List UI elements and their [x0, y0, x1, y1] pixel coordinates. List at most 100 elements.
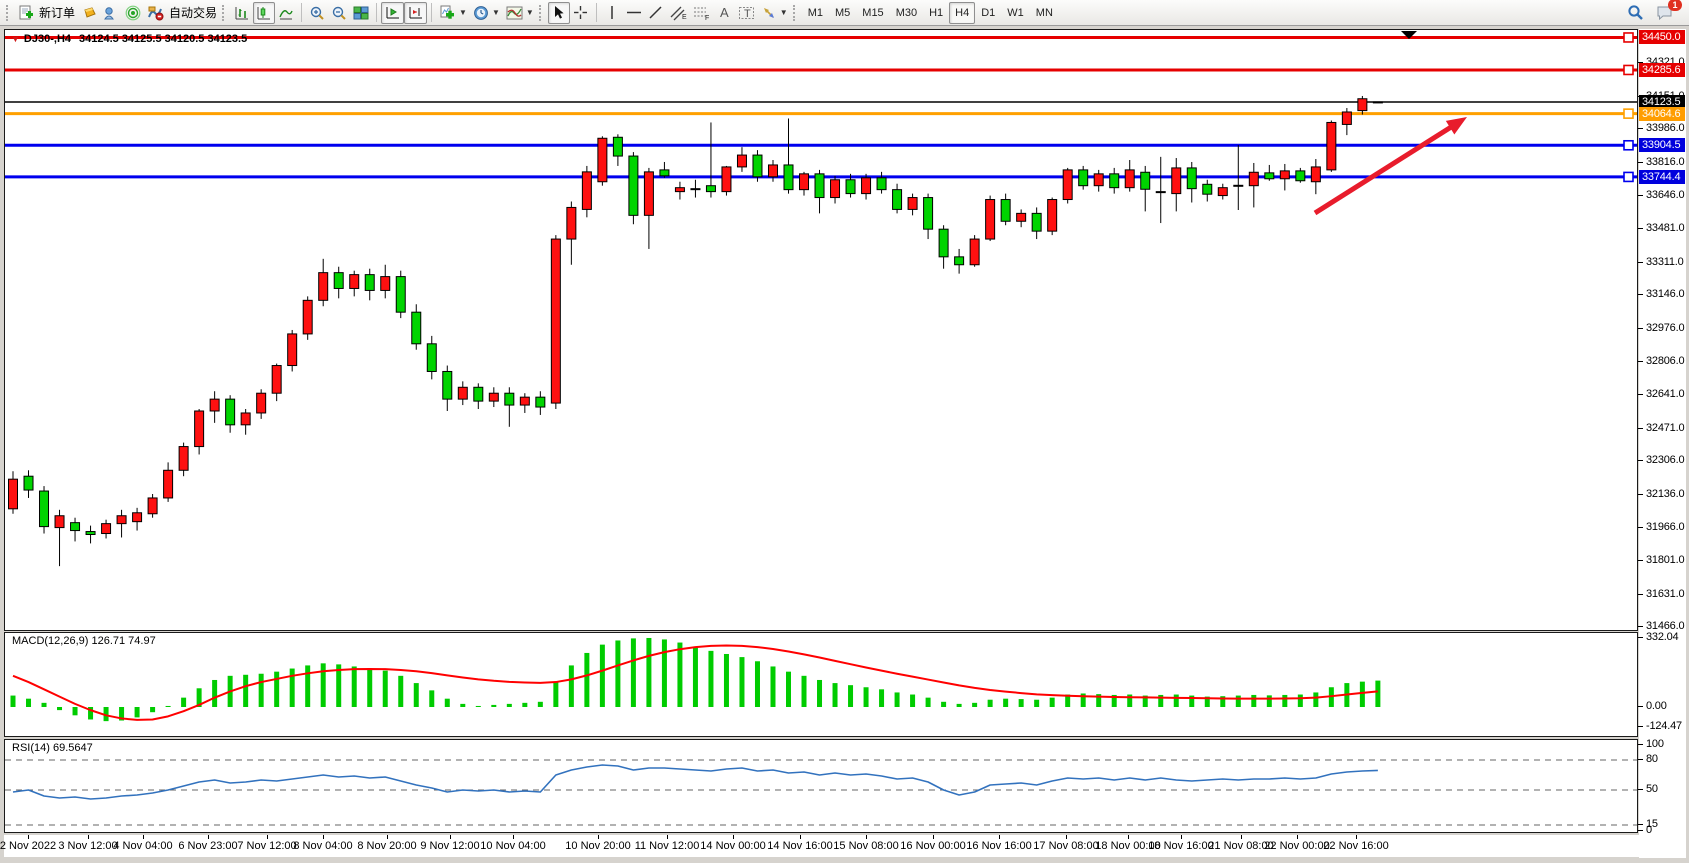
- candlestick-chart-button[interactable]: [253, 1, 276, 24]
- fibonacci-retracement-button[interactable]: F: [690, 2, 713, 24]
- toolbar-grip[interactable]: [538, 4, 544, 21]
- timeframe-H1[interactable]: H1: [929, 6, 944, 19]
- toolbar-grip[interactable]: [6, 4, 11, 21]
- timeframe-H4[interactable]: H4: [949, 1, 976, 24]
- candle: [550, 238, 561, 404]
- toolbar-grip[interactable]: [792, 4, 798, 21]
- text-label-button[interactable]: T: [735, 2, 758, 24]
- chevron-down-icon: ▼: [779, 8, 788, 17]
- macd-histogram-bar: [506, 703, 512, 707]
- search-button[interactable]: [1624, 2, 1647, 24]
- macd-histogram-bar: [413, 683, 419, 707]
- auto-trading-label: 自动交易: [169, 6, 218, 20]
- line-chart-button[interactable]: [275, 2, 297, 24]
- chart-shift-marker[interactable]: [1401, 31, 1417, 39]
- rsi-axis-label: 100: [1638, 738, 1664, 751]
- time-label: 16 Nov 16:00: [966, 840, 1032, 852]
- candle: [395, 276, 406, 313]
- line-handle[interactable]: [1623, 108, 1634, 119]
- macd-histogram-bar: [1282, 694, 1288, 707]
- macd-histogram-bar: [367, 668, 373, 707]
- line-chart-icon: [279, 9, 293, 19]
- notifications-button[interactable]: 1: [1653, 0, 1682, 24]
- line-handle[interactable]: [1623, 32, 1634, 43]
- price-tick-label: 33146.0: [1637, 288, 1685, 301]
- macd-histogram-bar: [103, 707, 109, 722]
- zoom-in-button[interactable]: [306, 2, 328, 24]
- templates-button[interactable]: ▼: [503, 2, 537, 24]
- time-tick: [208, 835, 209, 839]
- time-tick: [28, 835, 29, 839]
- timeframe-M30[interactable]: M30: [895, 6, 918, 19]
- candle: [364, 274, 375, 291]
- horizontal-line-icon: [626, 11, 641, 14]
- equidistant-channel-button[interactable]: E: [667, 2, 690, 24]
- time-tick: [143, 835, 144, 839]
- cursor-button[interactable]: [547, 1, 570, 24]
- price-badge: 33904.5: [1639, 138, 1685, 153]
- chart-shift-button[interactable]: [404, 1, 428, 24]
- macd-histogram-bar: [243, 674, 249, 707]
- candle: [318, 272, 329, 301]
- timeframe-D1[interactable]: D1: [981, 6, 996, 19]
- candle: [271, 365, 282, 394]
- trendline-button[interactable]: [645, 2, 667, 24]
- line-handle[interactable]: [1623, 139, 1634, 151]
- arrows-button[interactable]: ▼: [758, 2, 791, 24]
- macd-panel[interactable]: MACD(12,26,9) 126.71 74.97: [4, 632, 1638, 737]
- tile-windows-button[interactable]: [350, 2, 372, 24]
- macd-histogram-bar: [522, 702, 528, 707]
- time-axis[interactable]: 2 Nov 2022 3 Nov 12:00 4 Nov 04:00 6 Nov 23…: [0, 835, 1686, 857]
- trendline-icon: [649, 6, 662, 19]
- svg-text:A: A: [720, 5, 729, 20]
- time-label: 8 Nov 04:00: [293, 840, 353, 852]
- candle: [612, 136, 623, 157]
- signals-button[interactable]: [122, 2, 144, 24]
- candle: [830, 179, 841, 199]
- macd-histogram-bar: [1220, 696, 1226, 707]
- line-handle[interactable]: [1623, 171, 1634, 183]
- candle: [783, 164, 794, 191]
- timeframe-M1[interactable]: M1: [807, 6, 823, 19]
- zoom-out-button[interactable]: [328, 2, 350, 24]
- new-order-label: 新订单: [39, 6, 76, 20]
- rsi-panel[interactable]: RSI(14) 69.5647: [4, 739, 1638, 833]
- timeframe-M15[interactable]: M15: [862, 6, 884, 19]
- timeframe-M5[interactable]: M5: [835, 6, 851, 19]
- time-tick: [598, 835, 599, 839]
- toolbar-grip[interactable]: [222, 4, 227, 21]
- chevron-down-icon: ▼: [525, 8, 534, 17]
- macd-histogram-bar: [879, 689, 885, 707]
- mql5-community-button[interactable]: [100, 2, 122, 24]
- candle: [116, 515, 127, 525]
- search-icon: [1628, 5, 1643, 20]
- timeframe-W1[interactable]: W1: [1007, 6, 1024, 19]
- time-label: 14 Nov 00:00: [700, 840, 766, 852]
- trend-arrow-head[interactable]: [1445, 117, 1467, 135]
- crosshair-button[interactable]: [570, 2, 592, 24]
- vertical-line-button[interactable]: [601, 2, 623, 24]
- price-chart-panel[interactable]: ▼ DJ30-,H4 34124.5 34125.5 34120.5 34123…: [4, 29, 1638, 631]
- time-label: 7 Nov 12:00: [237, 840, 297, 852]
- new-order-button[interactable]: 新订单: [15, 2, 78, 24]
- trend-arrow[interactable]: [1313, 122, 1457, 216]
- price-chart-canvas[interactable]: [5, 30, 1637, 630]
- auto-trading-button[interactable]: 自动交易: [144, 2, 220, 24]
- timeframe-MN[interactable]: MN: [1035, 6, 1053, 19]
- macd-histogram-bar: [491, 704, 497, 707]
- macd-histogram-bar: [786, 671, 791, 707]
- price-tick-label: 33481.0: [1637, 222, 1685, 235]
- macd-histogram-bar: [1142, 695, 1148, 707]
- gold-button[interactable]: [78, 2, 100, 24]
- horizontal-line-button[interactable]: [623, 2, 645, 24]
- bar-chart-button[interactable]: [231, 2, 253, 24]
- time-tick: [1241, 835, 1242, 839]
- line-handle[interactable]: [1623, 64, 1634, 76]
- candle: [814, 173, 825, 199]
- text-button[interactable]: A: [713, 2, 735, 24]
- price-axis[interactable]: 34321.034151.033986.033816.033646.033481…: [1637, 29, 1686, 858]
- new-chart-button[interactable]: ▼: [436, 2, 470, 24]
- macd-histogram-bar: [723, 653, 729, 707]
- auto-scroll-button[interactable]: [381, 1, 405, 24]
- periods-button[interactable]: ▼: [470, 2, 503, 24]
